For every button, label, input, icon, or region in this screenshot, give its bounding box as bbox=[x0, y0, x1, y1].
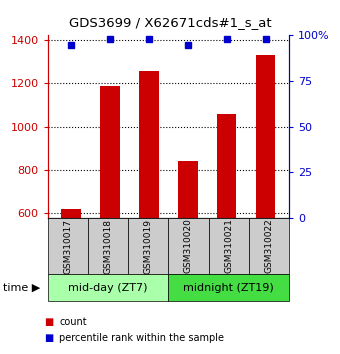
Text: ■: ■ bbox=[44, 333, 53, 343]
Text: GSM310022: GSM310022 bbox=[265, 219, 273, 273]
Text: GSM310020: GSM310020 bbox=[184, 218, 193, 274]
Bar bbox=[178, 161, 198, 218]
Text: ■: ■ bbox=[44, 317, 53, 327]
Bar bbox=[139, 71, 158, 218]
Bar bbox=[100, 86, 120, 218]
Text: time ▶: time ▶ bbox=[3, 282, 41, 293]
Bar bbox=[61, 209, 81, 218]
Text: GDS3699 / X62671cds#1_s_at: GDS3699 / X62671cds#1_s_at bbox=[69, 16, 271, 29]
Text: count: count bbox=[59, 317, 87, 327]
Text: mid-day (ZT7): mid-day (ZT7) bbox=[68, 282, 148, 293]
Text: midnight (ZT19): midnight (ZT19) bbox=[183, 282, 274, 293]
Text: GSM310018: GSM310018 bbox=[103, 218, 113, 274]
Text: GSM310017: GSM310017 bbox=[63, 218, 72, 274]
Bar bbox=[256, 55, 275, 218]
Text: GSM310021: GSM310021 bbox=[224, 218, 233, 274]
Text: percentile rank within the sample: percentile rank within the sample bbox=[59, 333, 224, 343]
Bar bbox=[217, 114, 236, 218]
Text: GSM310019: GSM310019 bbox=[144, 218, 153, 274]
